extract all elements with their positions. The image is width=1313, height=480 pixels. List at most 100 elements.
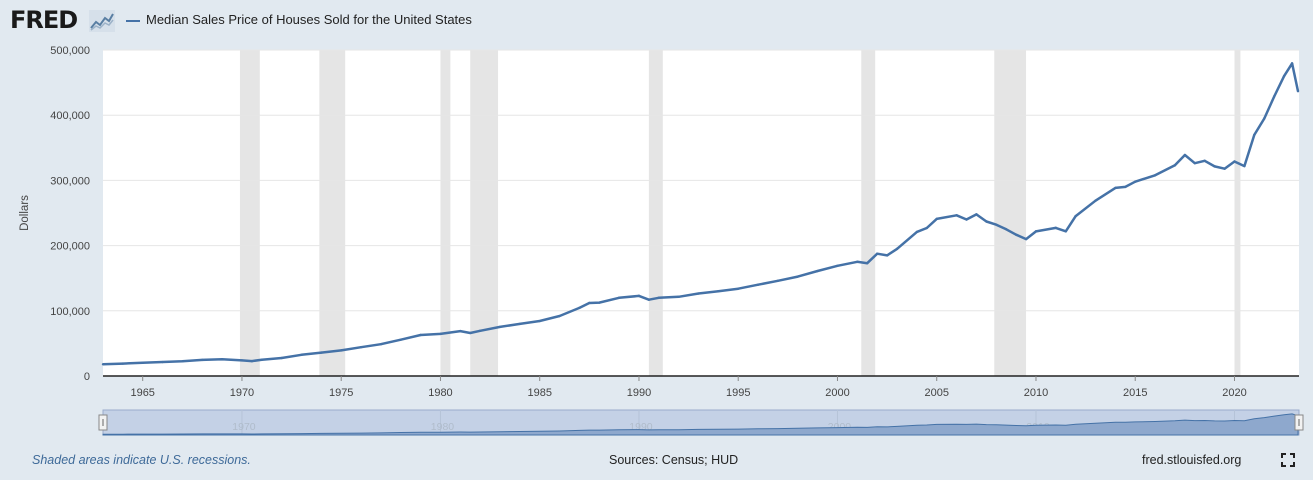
- recession-band: [239, 50, 260, 376]
- data-point[interactable]: [1282, 74, 1286, 78]
- data-point[interactable]: [1183, 153, 1187, 157]
- data-point[interactable]: [1153, 174, 1157, 177]
- data-point[interactable]: [459, 329, 462, 333]
- data-point[interactable]: [637, 294, 641, 298]
- data-point[interactable]: [1263, 117, 1266, 120]
- data-point[interactable]: [300, 353, 303, 357]
- data-point[interactable]: [399, 338, 402, 341]
- data-point[interactable]: [1233, 160, 1236, 163]
- data-point[interactable]: [856, 260, 859, 263]
- x-tick-label: 1975: [329, 387, 353, 399]
- line-chart[interactable]: 1965 1970 1975 1980 1985 1990 1995 2000 2005 2010…: [0, 0, 1313, 445]
- data-point[interactable]: [875, 252, 879, 255]
- data-point[interactable]: [598, 301, 601, 304]
- data-point[interactable]: [1253, 133, 1256, 137]
- data-point[interactable]: [1005, 228, 1008, 231]
- data-point[interactable]: [1014, 233, 1018, 236]
- data-point[interactable]: [280, 356, 283, 360]
- x-axis-ticks: 1965 1970 1975 1980 1985 1990 1995 2000 2005 2010…: [130, 376, 1247, 399]
- fullscreen-expand-icon[interactable]: [1281, 453, 1295, 467]
- fred-logo[interactable]: FRED: [10, 6, 78, 34]
- data-point[interactable]: [1024, 237, 1028, 241]
- data-point[interactable]: [1124, 185, 1127, 189]
- y-tick-label: 400,000: [50, 110, 90, 122]
- data-point[interactable]: [250, 359, 254, 363]
- data-point[interactable]: [538, 319, 541, 323]
- data-point[interactable]: [220, 358, 224, 361]
- data-point[interactable]: [657, 296, 661, 299]
- data-point[interactable]: [836, 264, 839, 268]
- data-point[interactable]: [320, 351, 323, 354]
- data-point[interactable]: [647, 298, 651, 301]
- data-point[interactable]: [915, 230, 919, 234]
- data-point[interactable]: [1094, 199, 1097, 202]
- data-point[interactable]: [161, 360, 164, 364]
- recession-bands: [239, 50, 1241, 376]
- data-point[interactable]: [340, 349, 343, 352]
- fred-sparkline-icon[interactable]: [89, 10, 115, 32]
- data-point[interactable]: [995, 223, 998, 226]
- data-point[interactable]: [756, 283, 760, 286]
- x-tick-label: 1985: [527, 387, 551, 399]
- data-point[interactable]: [101, 363, 105, 366]
- data-point[interactable]: [925, 226, 929, 230]
- data-point[interactable]: [1290, 62, 1294, 65]
- data-point[interactable]: [697, 292, 700, 295]
- data-point[interactable]: [935, 217, 938, 221]
- range-navigator[interactable]: 197019801990200020102020: [98, 409, 1304, 436]
- data-point[interactable]: [181, 360, 184, 363]
- data-point[interactable]: [469, 331, 472, 335]
- data-point[interactable]: [1213, 165, 1216, 168]
- data-point[interactable]: [1193, 161, 1196, 165]
- data-point[interactable]: [141, 361, 144, 365]
- data-point[interactable]: [617, 296, 621, 299]
- data-point[interactable]: [1296, 90, 1300, 93]
- data-point[interactable]: [578, 306, 581, 310]
- x-tick-label: 1965: [130, 387, 154, 399]
- data-point[interactable]: [478, 329, 482, 333]
- data-point[interactable]: [965, 218, 968, 221]
- data-point[interactable]: [201, 358, 204, 362]
- data-point[interactable]: [955, 214, 958, 217]
- data-point[interactable]: [1243, 164, 1246, 168]
- data-point[interactable]: [737, 287, 740, 290]
- data-point[interactable]: [518, 322, 522, 326]
- data-point[interactable]: [260, 358, 264, 361]
- recession-band: [319, 50, 346, 376]
- data-point[interactable]: [1173, 164, 1177, 167]
- data-point[interactable]: [717, 290, 720, 293]
- data-point[interactable]: [1074, 214, 1077, 218]
- data-point[interactable]: [498, 325, 502, 329]
- data-point[interactable]: [1134, 180, 1137, 183]
- legend[interactable]: Median Sales Price of Houses Sold for th…: [126, 12, 472, 27]
- data-point[interactable]: [1203, 159, 1206, 163]
- data-point[interactable]: [1272, 95, 1276, 98]
- data-point[interactable]: [121, 362, 125, 365]
- data-point[interactable]: [816, 269, 819, 273]
- navigator-series-area: [102, 413, 1299, 436]
- data-point[interactable]: [588, 301, 591, 305]
- data-point[interactable]: [1223, 167, 1226, 170]
- data-point[interactable]: [379, 342, 383, 346]
- data-point[interactable]: [776, 279, 780, 283]
- data-point[interactable]: [558, 314, 561, 318]
- series-layer[interactable]: [101, 62, 1300, 366]
- data-point[interactable]: [796, 275, 799, 278]
- data-point[interactable]: [1064, 230, 1067, 233]
- data-point[interactable]: [240, 359, 244, 362]
- data-point[interactable]: [885, 254, 889, 257]
- data-point[interactable]: [359, 345, 363, 349]
- data-point[interactable]: [1114, 186, 1117, 190]
- data-point[interactable]: [866, 262, 869, 265]
- data-point[interactable]: [895, 247, 899, 251]
- data-point[interactable]: [975, 213, 978, 216]
- data-point[interactable]: [677, 295, 680, 298]
- navigator-tick-label: 1970: [232, 421, 256, 433]
- data-point[interactable]: [439, 332, 442, 336]
- data-point[interactable]: [985, 220, 988, 223]
- source-url[interactable]: fred.stlouisfed.org: [1142, 453, 1242, 467]
- data-point[interactable]: [1054, 226, 1058, 230]
- data-point[interactable]: [419, 333, 422, 337]
- y-tick-label: 100,000: [50, 306, 90, 318]
- data-point[interactable]: [1034, 230, 1038, 233]
